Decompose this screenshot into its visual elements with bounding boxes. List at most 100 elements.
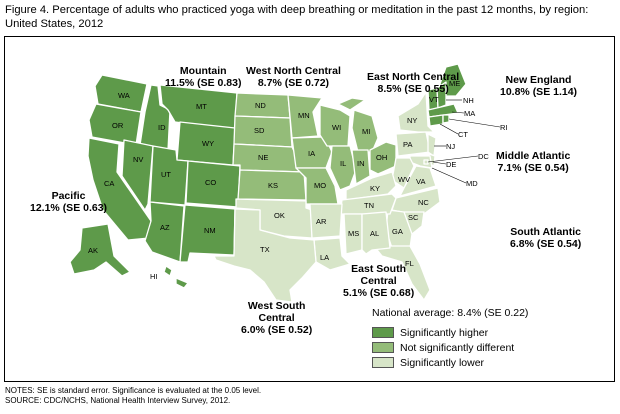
state-va [399,165,437,197]
legend-swatch-not-different [372,342,394,353]
label-wv: WV [398,175,410,184]
region-value: 10.8% (SE 1.14) [500,86,578,98]
notes-line-1: NOTES: SE is standard error. Significanc… [5,386,262,395]
label-md: MD [466,179,478,188]
label-tn: TN [364,201,374,210]
leader-lines [427,99,501,184]
state-ia [291,136,333,169]
label-ks: KS [268,181,278,190]
label-ma: MA [464,109,475,118]
region-label-east-north-central: East North Central 8.5% (SE 0.55) [367,71,459,95]
state-nv [121,139,154,211]
region-enc-shapes [319,97,397,191]
label-ny: NY [407,116,417,125]
region-label-west-south-central: West South Central 6.0% (SE 0.52) [241,300,312,336]
state-mi-up [337,97,366,111]
state-ri [442,114,450,124]
label-dc: DC [478,152,489,161]
source-line: SOURCE: CDC/NCHS, National Health Interv… [5,396,231,405]
region-value: 8.5% (SE 0.55) [377,83,449,95]
region-name: West North Central [246,65,341,77]
state-al [361,211,391,255]
label-nc: NC [418,198,429,207]
label-ky: KY [370,184,380,193]
region-wsc-shapes [213,198,351,303]
state-tx [213,208,317,303]
label-al: AL [370,229,379,238]
label-hi: HI [150,272,158,281]
region-label-south-atlantic: South Atlantic 6.8% (SE 0.54) [510,226,581,250]
legend-item-higher: Significantly higher [372,325,528,340]
label-wa: WA [118,91,130,100]
label-mo: MO [314,181,326,190]
label-id: ID [158,123,166,132]
label-ri: RI [500,123,508,132]
label-az: AZ [160,223,170,232]
region-value: 11.5% (SE 0.83) [165,77,242,89]
label-co: CO [205,178,216,187]
state-ak [69,223,131,277]
label-in: IN [357,159,365,168]
label-or: OR [112,121,124,130]
label-oh: OH [376,153,387,162]
state-nh [436,81,447,109]
label-pa: PA [403,140,412,149]
region-name: West South [247,300,306,312]
region-wnc-shapes [232,92,339,205]
legend-label-lower: Significantly lower [400,356,485,369]
label-va: VA [416,177,425,186]
region-value: 6.0% (SE 0.52) [241,324,313,336]
legend: National average: 8.4% (SE 0.22) Signifi… [372,307,528,370]
state-mn [287,94,323,139]
region-name: Mountain [179,65,227,77]
state-ca [87,137,152,241]
us-regions-map: WA OR CA AK HI ID MT WY NV UT CO AZ NM N… [69,63,508,303]
region-name: New England [505,74,572,86]
label-ms: MS [348,229,359,238]
state-pa [395,131,431,157]
state-in [351,149,371,185]
state-ny [397,91,435,133]
region-name: South Atlantic [510,226,581,238]
state-labels: WA OR CA AK HI ID MT WY NV UT CO AZ NM N… [88,79,508,281]
region-name: East South [351,263,407,275]
label-ia: IA [308,149,315,158]
label-ok: OK [274,211,285,220]
region-value: 8.7% (SE 0.72) [257,77,330,89]
state-il [329,145,357,191]
label-vt: VT [429,95,439,104]
label-mt: MT [196,102,207,111]
label-nm: NM [204,226,216,235]
label-sc: SC [408,213,419,222]
label-ne: NE [258,153,268,162]
state-ct [428,114,444,127]
state-hi [163,265,173,277]
legend-label-higher: Significantly higher [400,326,489,339]
region-label-pacific: Pacific 12.1% (SE 0.63) [30,190,107,214]
region-label-west-north-central: West North Central 8.7% (SE 0.72) [246,65,341,89]
region-label-middle-atlantic: Middle Atlantic 7.1% (SE 0.54) [496,150,570,174]
label-tx: TX [260,245,270,254]
label-ct: CT [458,130,468,139]
state-ar [309,203,343,239]
state-fl [373,245,431,301]
label-ga: GA [392,227,403,236]
state-az [144,201,185,263]
label-nv: NV [133,155,143,164]
region-value: 5.1% (SE 0.68) [343,287,415,299]
state-or [88,103,142,146]
national-average: National average: 8.4% (SE 0.22) [372,307,529,319]
region-name: Pacific [51,190,86,202]
label-mi: MI [362,127,370,136]
label-me: ME [449,79,460,88]
region-label-east-south-central: East South Central 5.1% (SE 0.68) [343,263,414,299]
region-name-line2: Central [360,275,397,287]
state-hi-2 [175,277,189,289]
legend-label-not-different: Not significantly different [400,341,515,354]
label-de: DE [446,160,456,169]
figure-title: Figure 4. Percentage of adults who pract… [5,4,589,30]
map-frame [4,36,615,382]
label-ut: UT [161,170,171,179]
region-value: 6.8% (SE 0.54) [510,238,582,250]
label-ar: AR [316,217,327,226]
